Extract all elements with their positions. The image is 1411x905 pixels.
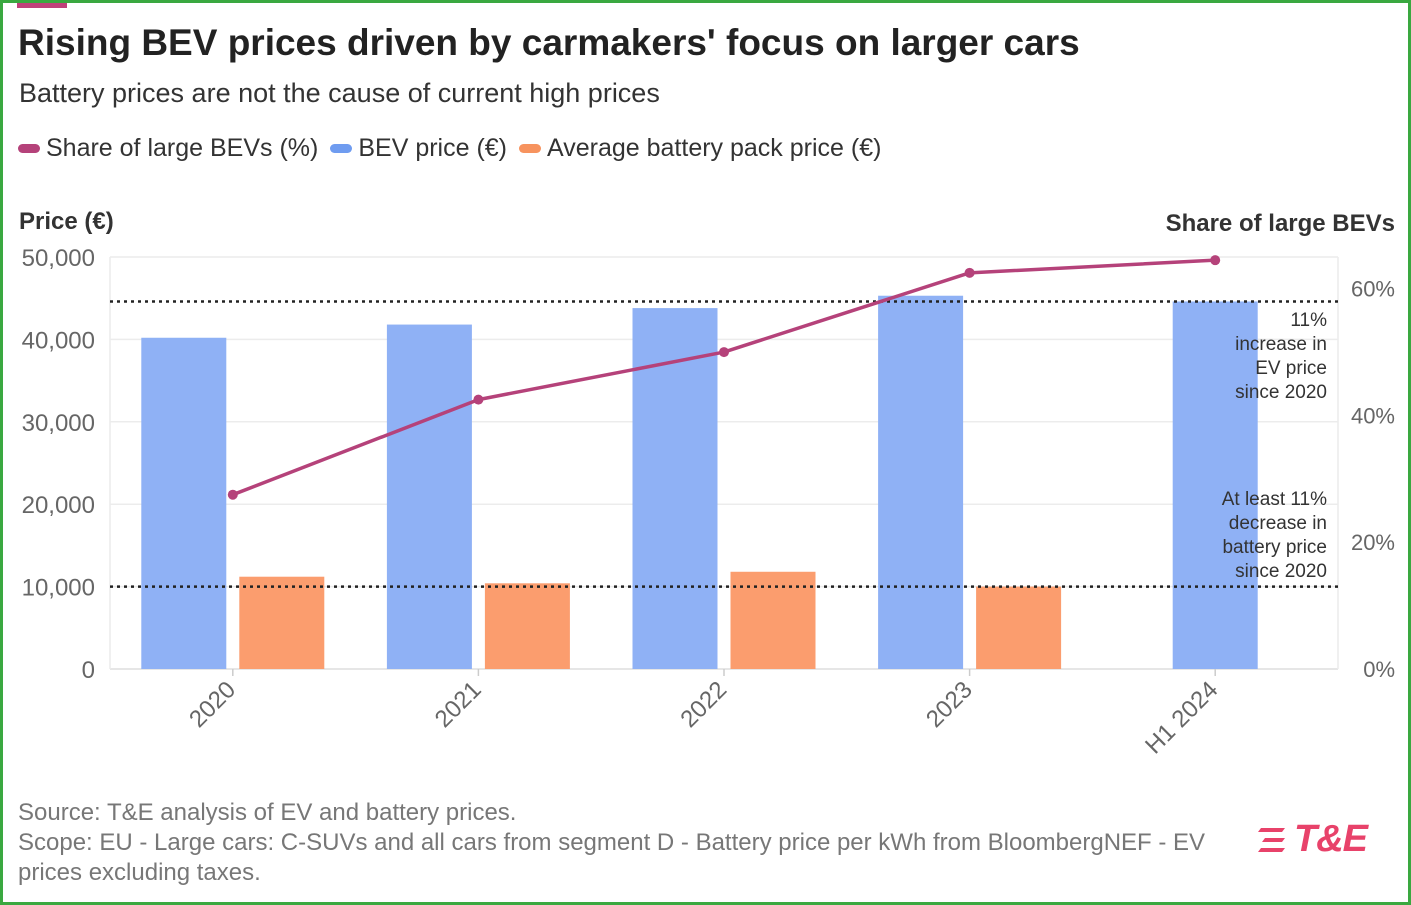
bar-bev-price bbox=[878, 295, 964, 669]
legend-item-bev-price[interactable]: BEV price (€) bbox=[330, 134, 507, 163]
legend: Share of large BEVs (%) BEV price (€) Av… bbox=[18, 134, 893, 163]
bar-bev-price bbox=[386, 324, 472, 669]
share-point bbox=[1210, 255, 1221, 266]
legend-item-battery-price[interactable]: Average battery pack price (€) bbox=[519, 134, 881, 163]
footer: Source: T&E analysis of EV and battery p… bbox=[18, 798, 1258, 888]
bar-bev-price bbox=[1172, 301, 1258, 669]
legend-label-share: Share of large BEVs (%) bbox=[46, 134, 319, 162]
right-tick-label: 20% bbox=[1351, 530, 1395, 555]
bar-battery-price bbox=[976, 586, 1062, 669]
annotation-line: decrease in bbox=[1229, 513, 1327, 534]
footer-scope: Scope: EU - Large cars: C-SUVs and all c… bbox=[18, 829, 1206, 886]
brand-logo: T&E bbox=[1258, 818, 1368, 861]
left-tick-label: 0 bbox=[82, 657, 95, 684]
annotation-line: since 2020 bbox=[1235, 382, 1327, 403]
legend-swatch-battery-price bbox=[519, 144, 542, 153]
x-tick-label: 2020 bbox=[184, 676, 241, 733]
legend-swatch-bev-price bbox=[330, 144, 353, 153]
legend-label-bev-price: BEV price (€) bbox=[358, 134, 508, 162]
left-tick-label: 40,000 bbox=[22, 327, 95, 354]
x-tick-label: 2023 bbox=[921, 676, 978, 733]
right-axis-label: Share of large BEVs bbox=[1166, 210, 1395, 237]
accent-bar bbox=[17, 3, 67, 8]
right-tick-label: 0% bbox=[1363, 657, 1395, 682]
annotation-line: At least 11% bbox=[1222, 489, 1327, 510]
left-tick-label: 30,000 bbox=[22, 410, 95, 437]
annotation-layer: 11% increase in EV price since 2020 At least… bbox=[1222, 310, 1327, 582]
chart-title: Rising BEV prices driven by carmakers' f… bbox=[18, 22, 1080, 63]
x-tick-label: H1 2024 bbox=[1140, 676, 1223, 759]
logo-stripes-icon bbox=[1258, 827, 1285, 852]
left-tick-label: 50,000 bbox=[22, 245, 95, 272]
annotation-line: increase in bbox=[1235, 334, 1327, 355]
annotation-line: 11% bbox=[1290, 310, 1327, 331]
share-point bbox=[227, 489, 238, 500]
right-tick-label: 40% bbox=[1351, 403, 1395, 428]
annotation-line: since 2020 bbox=[1235, 561, 1327, 582]
bar-layer bbox=[141, 295, 1258, 669]
chart-plot: Price (€) 0 10,000 20,000 30,000 40,000 50,000… bbox=[19, 208, 1395, 759]
left-tick-label: 10,000 bbox=[22, 575, 95, 602]
bar-bev-price bbox=[141, 337, 227, 669]
x-tick-label: 2021 bbox=[430, 676, 487, 733]
chart-subtitle: Battery prices are not the cause of curr… bbox=[19, 78, 660, 108]
share-point bbox=[964, 267, 975, 278]
share-point bbox=[719, 347, 729, 358]
x-tick-label: 2022 bbox=[675, 676, 732, 733]
line-layer bbox=[227, 255, 1221, 500]
share-line bbox=[232, 258, 1216, 497]
footer-source: Source: T&E analysis of EV and battery p… bbox=[18, 799, 517, 826]
left-tick-label: 20,000 bbox=[22, 492, 95, 519]
left-axis-label: Price (€) bbox=[19, 208, 114, 235]
annotation-line: battery price bbox=[1222, 537, 1327, 558]
logo-text: T&E bbox=[1294, 818, 1368, 860]
share-point bbox=[473, 394, 484, 405]
bar-battery-price bbox=[239, 576, 325, 669]
legend-swatch-share bbox=[18, 144, 40, 153]
legend-item-share-large-bevs[interactable]: Share of large BEVs (%) bbox=[18, 134, 318, 163]
bar-battery-price bbox=[730, 571, 816, 669]
bar-battery-price bbox=[484, 583, 570, 669]
reference-line-layer bbox=[110, 300, 1338, 588]
legend-label-battery-price: Average battery pack price (€) bbox=[547, 134, 882, 162]
annotation-line: EV price bbox=[1255, 358, 1327, 379]
right-tick-label: 60% bbox=[1351, 277, 1395, 302]
